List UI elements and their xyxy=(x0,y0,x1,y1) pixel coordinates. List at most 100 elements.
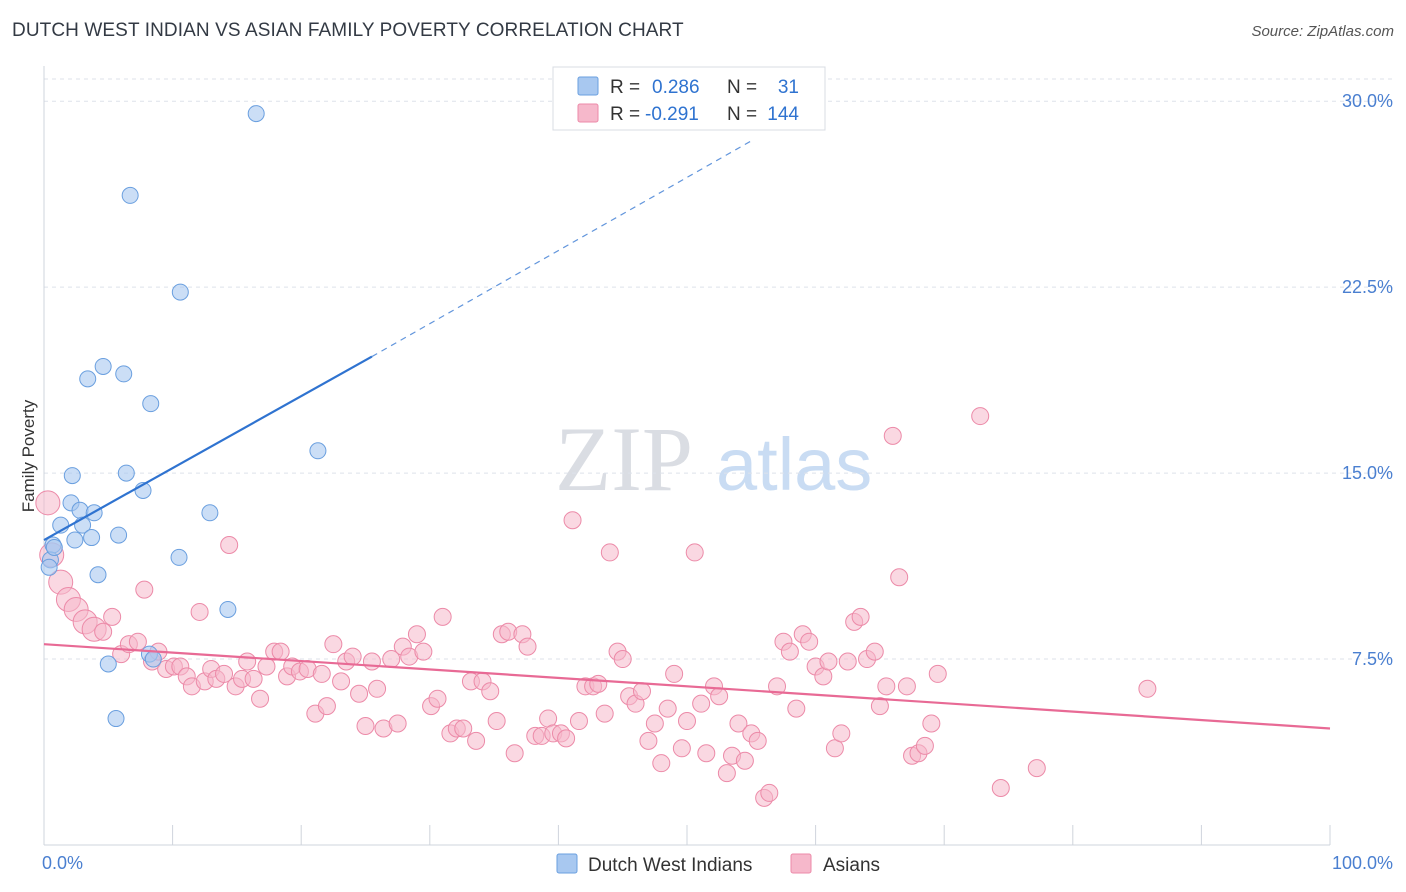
data-point-asians xyxy=(317,697,336,716)
data-point-asians xyxy=(128,632,147,651)
data-point-dutch-west-indians xyxy=(121,186,139,204)
trend-line-dutch-west-indians xyxy=(43,355,373,541)
data-point-asians xyxy=(190,602,209,621)
data-point-asians xyxy=(865,642,884,661)
data-point-asians xyxy=(244,669,263,688)
data-point-asians xyxy=(710,687,729,706)
data-point-asians xyxy=(569,712,588,731)
data-point-dutch-west-indians xyxy=(83,529,101,547)
data-point-asians xyxy=(613,650,632,669)
x-tick-labels: 0.0% 100.0% xyxy=(42,853,1393,873)
data-point-asians xyxy=(639,731,658,750)
y-tick-labels: 7.5% 15.0% 22.5% 30.0% xyxy=(1342,91,1393,669)
data-point-asians xyxy=(362,652,381,671)
y-tick-label: 30.0% xyxy=(1342,91,1393,111)
data-point-asians xyxy=(433,607,452,626)
data-point-asians xyxy=(238,652,257,671)
data-point-dutch-west-indians xyxy=(219,600,237,618)
series-legend: Dutch West Indians Asians xyxy=(556,853,880,876)
data-point-asians xyxy=(645,714,664,733)
data-point-asians xyxy=(735,751,754,770)
data-point-dutch-west-indians xyxy=(107,710,125,728)
watermark: ZIP atlas xyxy=(555,408,872,510)
data-point-asians xyxy=(697,744,716,763)
data-point-asians xyxy=(388,714,407,733)
trend-line-dutch-west-indians-extension xyxy=(371,140,752,358)
data-point-dutch-west-indians xyxy=(89,566,107,584)
data-point-asians xyxy=(787,699,806,718)
legend-n-value-1: 31 xyxy=(778,77,799,98)
data-point-asians xyxy=(467,731,486,750)
data-point-dutch-west-indians xyxy=(40,558,58,576)
trend-lines xyxy=(43,140,1331,730)
data-point-asians xyxy=(251,689,270,708)
data-point-asians xyxy=(800,632,819,651)
data-point-asians xyxy=(600,543,619,562)
data-point-dutch-west-indians xyxy=(99,655,117,673)
legend-item-dutch-west-indians: Dutch West Indians xyxy=(588,855,752,876)
legend-r-label-1: R = xyxy=(610,77,640,98)
y-tick-label: 7.5% xyxy=(1352,649,1393,669)
data-point-asians xyxy=(832,724,851,743)
legend-r-value-1: 0.286 xyxy=(652,77,700,98)
data-point-dutch-west-indians xyxy=(171,283,189,301)
data-point-asians xyxy=(487,712,506,731)
data-point-asians xyxy=(672,739,691,758)
data-point-dutch-west-indians xyxy=(45,538,63,556)
source-label: Source: ZipAtlas.com xyxy=(1251,23,1394,40)
data-point-asians xyxy=(991,778,1010,797)
data-point-dutch-west-indians xyxy=(142,395,160,413)
data-point-asians xyxy=(1027,759,1046,778)
data-point-asians xyxy=(780,642,799,661)
data-point-asians xyxy=(717,764,736,783)
data-point-asians xyxy=(505,744,524,763)
data-point-asians xyxy=(678,712,696,731)
data-point-asians xyxy=(652,754,671,773)
data-point-dutch-west-indians xyxy=(247,105,265,123)
legend-n-value-2: 144 xyxy=(767,104,799,125)
data-point-asians xyxy=(332,672,351,691)
trend-line-asians xyxy=(43,643,1331,730)
data-point-asians xyxy=(632,682,651,701)
legend-bottom-swatch-pink xyxy=(790,853,812,874)
data-point-dutch-west-indians xyxy=(115,365,133,383)
data-point-asians xyxy=(94,622,113,641)
legend-r-label-2: R = xyxy=(610,104,640,125)
legend-swatch-blue xyxy=(577,76,599,96)
legend-item-asians: Asians xyxy=(823,855,880,876)
data-point-asians xyxy=(563,511,582,530)
data-point-asians xyxy=(870,697,889,716)
data-point-asians xyxy=(1138,679,1157,698)
data-point-asians xyxy=(883,426,902,445)
axes xyxy=(43,66,1331,846)
data-point-asians xyxy=(368,679,387,698)
data-point-dutch-west-indians xyxy=(94,357,112,375)
legend-r-value-2: -0.291 xyxy=(645,104,699,125)
data-point-asians xyxy=(220,535,239,554)
data-point-asians xyxy=(454,719,473,738)
data-point-dutch-west-indians xyxy=(144,650,162,668)
watermark-atlas: atlas xyxy=(716,423,872,506)
data-point-asians xyxy=(312,664,331,683)
grid-lines xyxy=(44,78,1392,660)
data-point-asians xyxy=(922,714,941,733)
data-point-asians xyxy=(729,714,748,733)
data-point-asians xyxy=(928,664,947,683)
data-point-asians xyxy=(215,664,234,683)
y-tick-label: 22.5% xyxy=(1342,277,1393,297)
data-point-asians xyxy=(971,407,990,426)
asians-points xyxy=(35,407,1157,807)
data-point-asians xyxy=(428,689,447,708)
data-point-dutch-west-indians xyxy=(309,442,327,460)
data-point-asians xyxy=(760,783,779,802)
data-point-asians xyxy=(271,642,290,661)
y-tick-label: 15.0% xyxy=(1342,463,1393,483)
data-point-asians xyxy=(685,543,704,562)
data-point-dutch-west-indians xyxy=(63,467,81,485)
data-point-asians xyxy=(135,580,154,599)
data-point-asians xyxy=(103,607,122,626)
data-point-asians xyxy=(356,716,375,735)
legend-swatch-pink xyxy=(577,103,599,123)
legend-n-label-1: N = xyxy=(727,77,757,98)
